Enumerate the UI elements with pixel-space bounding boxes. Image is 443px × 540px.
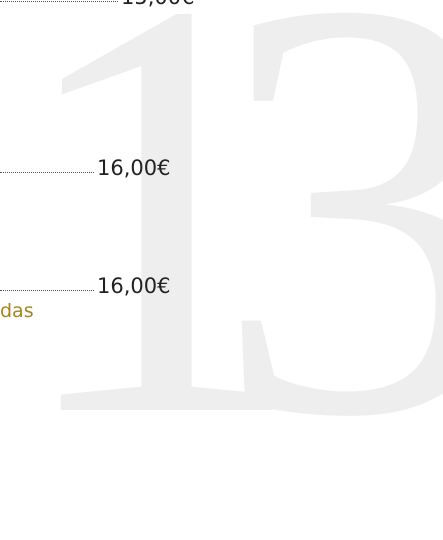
menu-item: 16,00€	[0, 149, 200, 179]
price: 16,00€	[97, 156, 171, 180]
watermark-number: 13	[8, 0, 443, 540]
link-text[interactable]: das	[0, 300, 34, 322]
menu-page: 13 15,00€ 16,00€ 16,00€ das {"watermark"…	[0, 0, 443, 508]
menu-item: 15,00€	[0, 0, 200, 8]
menu-item: 16,00€	[0, 267, 200, 297]
dot-leader	[0, 290, 94, 291]
price: 15,00€	[121, 0, 194, 8]
dot-leader	[0, 1, 118, 2]
price: 16,00€	[97, 274, 171, 298]
dot-leader	[0, 172, 94, 173]
